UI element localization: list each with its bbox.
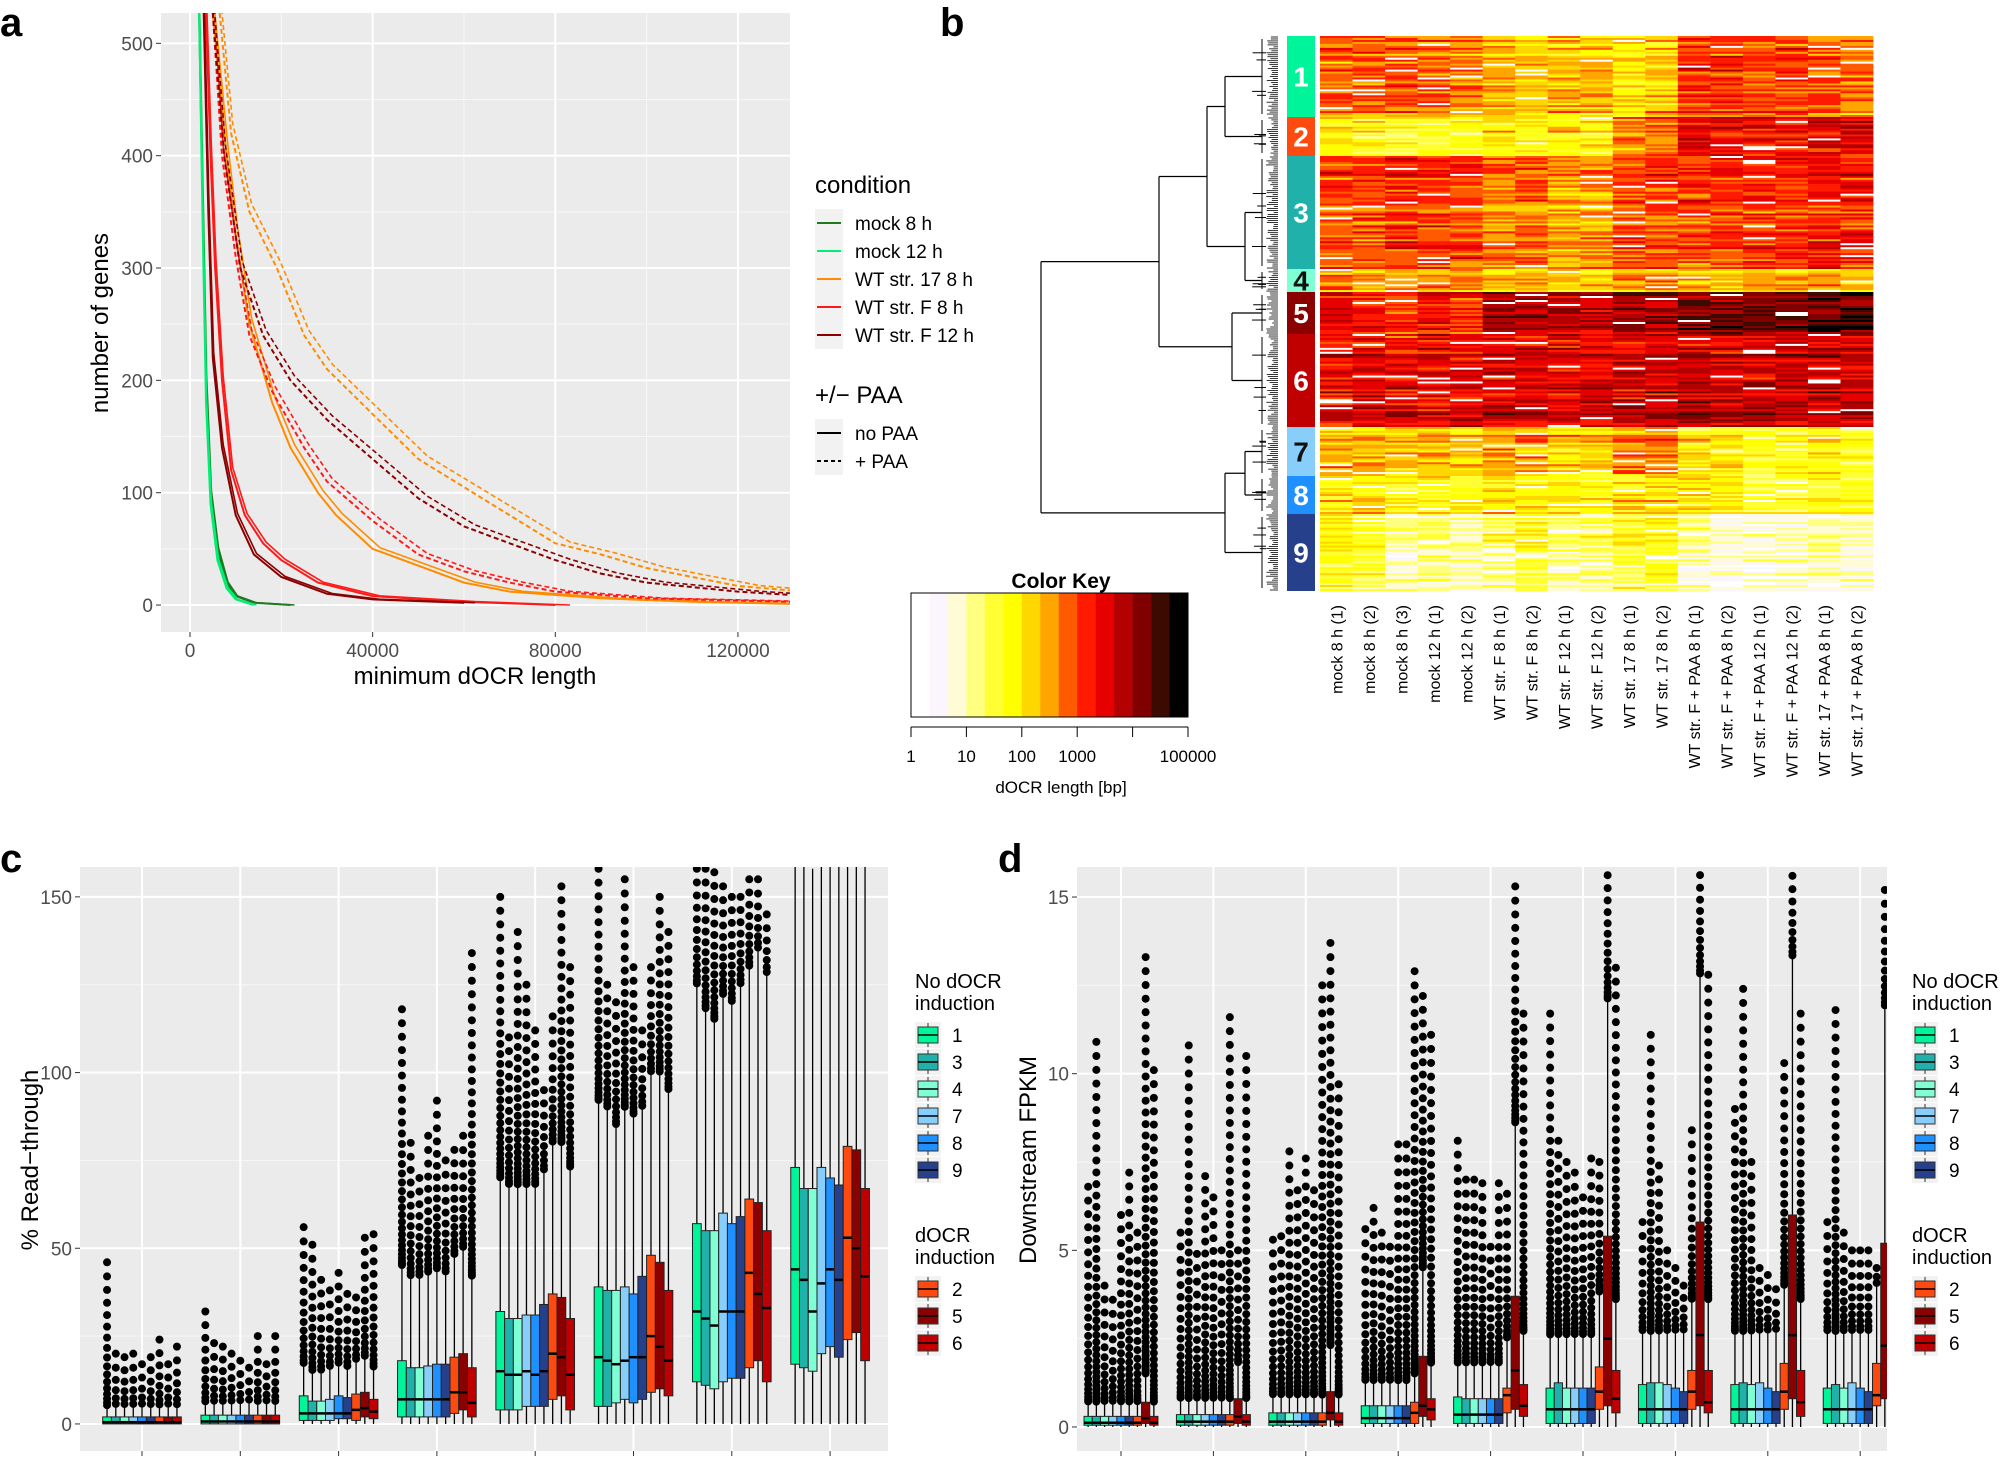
y-tick-label: 0 <box>142 596 153 617</box>
y-tick-label: 100 <box>121 484 153 505</box>
panel-label-d: d <box>998 837 1022 881</box>
cluster-label: 3 <box>1293 198 1309 229</box>
cluster-label: 1 <box>1293 62 1309 93</box>
cluster-label: 4 <box>1293 266 1309 297</box>
cluster-label: 8 <box>1293 480 1309 511</box>
legend-label: mock 8 h <box>855 214 932 235</box>
panel-label-b: b <box>940 1 964 45</box>
panel-label-a: a <box>0 1 23 45</box>
y-tick-label: 300 <box>121 259 153 280</box>
y-tick-label: 200 <box>121 371 153 392</box>
cluster-label: 7 <box>1293 437 1309 468</box>
y-tick-label: 400 <box>121 147 153 168</box>
x-tick-label: 40000 <box>346 641 399 662</box>
cluster-label: 2 <box>1293 122 1309 153</box>
legend-label: WT str. F 8 h <box>855 298 963 319</box>
x-tick-label: 0 <box>185 641 196 662</box>
cluster-label: 5 <box>1293 298 1309 329</box>
legend-label: mock 12 h <box>855 242 943 263</box>
panel-a-line-chart: 0 40000 80000 120000 0 100 200 300 400 500 mock 8 … <box>121 1 974 662</box>
x-tick-label: 80000 <box>529 641 582 662</box>
plot-background <box>161 13 790 632</box>
y-tick-label: 500 <box>121 34 153 55</box>
legend-label: no PAA <box>855 424 918 445</box>
x-tick-label: 120000 <box>706 641 769 662</box>
cluster-label: 6 <box>1293 366 1309 397</box>
legend-label: WT str. 17 8 h <box>855 270 973 291</box>
legend-label: WT str. F 12 h <box>855 326 974 347</box>
panel-label-c: c <box>0 837 22 881</box>
legend-label: + PAA <box>855 452 908 473</box>
